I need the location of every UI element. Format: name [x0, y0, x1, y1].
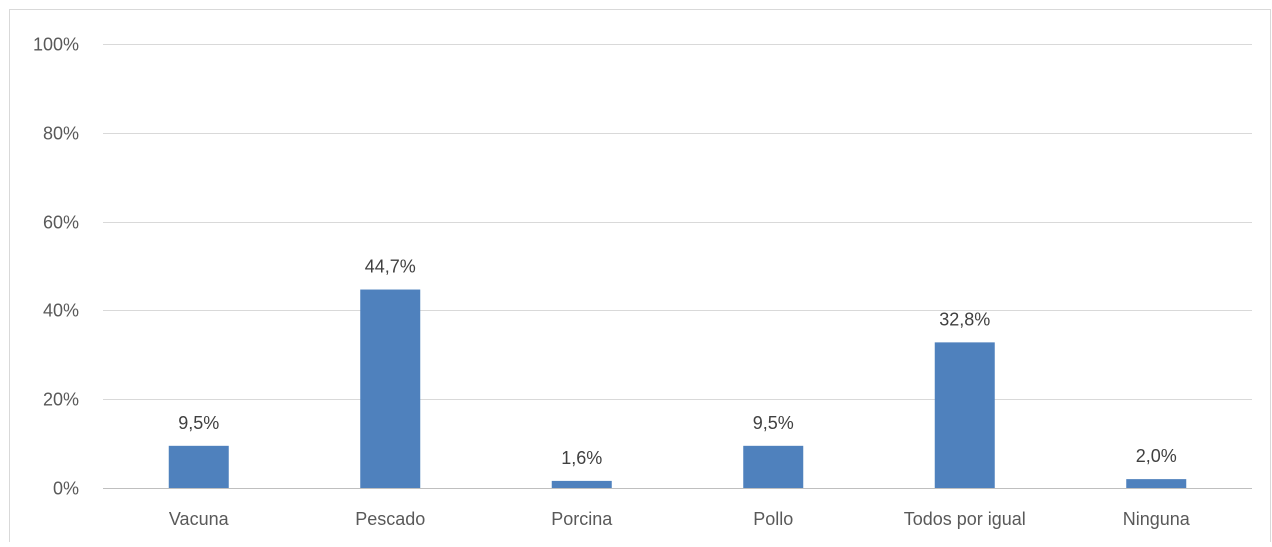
x-tick-label: Porcina [551, 509, 613, 529]
bar [1126, 479, 1187, 488]
x-tick-label: Ninguna [1123, 509, 1191, 529]
y-tick-label: 80% [43, 124, 79, 144]
x-tick-label: Vacuna [169, 509, 230, 529]
data-label: 44,7% [365, 257, 416, 277]
x-axis: Vacuna Pescado Porcina Pollo Todos por igual… [169, 509, 1191, 529]
bar [360, 289, 421, 488]
bars [168, 289, 1187, 488]
bar [551, 480, 612, 488]
y-axis: 0% 20% 40% 60% 80% 100% [33, 35, 79, 499]
y-tick-label: 60% [43, 213, 79, 233]
x-tick-label: Pollo [753, 509, 793, 529]
y-tick-label: 100% [33, 35, 79, 55]
y-tick-label: 0% [53, 479, 79, 499]
gridlines [103, 44, 1252, 489]
x-tick-label: Todos por igual [904, 509, 1026, 529]
bar [168, 445, 229, 488]
data-labels: 9,5% 44,7% 1,6% 9,5% 32,8% 2,0% [178, 257, 1177, 468]
y-tick-label: 20% [43, 390, 79, 410]
bar [743, 445, 804, 488]
data-label: 32,8% [939, 309, 990, 329]
bar [934, 342, 995, 488]
data-label: 2,0% [1136, 446, 1177, 466]
data-label: 9,5% [178, 413, 219, 433]
x-tick-label: Pescado [355, 509, 425, 529]
data-label: 1,6% [561, 448, 602, 468]
data-label: 9,5% [753, 413, 794, 433]
y-tick-label: 40% [43, 301, 79, 321]
